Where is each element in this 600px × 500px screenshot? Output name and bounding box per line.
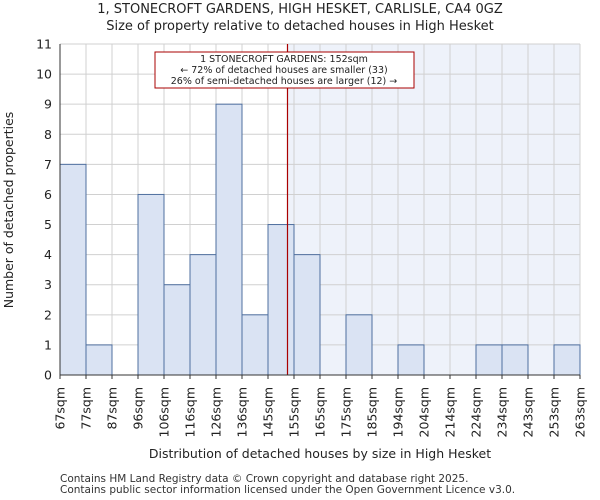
y-axis-label: Number of detached properties: [1, 112, 16, 309]
x-tick-label: 145sqm: [261, 387, 276, 437]
y-tick-label: 0: [44, 368, 52, 383]
x-axis-label: Distribution of detached houses by size …: [149, 446, 491, 461]
x-tick-label: 214sqm: [443, 387, 458, 437]
y-tick-label: 8: [44, 127, 52, 142]
bar: [475, 344, 503, 376]
x-tick-label: 116sqm: [183, 387, 198, 437]
x-tick-label: 165sqm: [313, 387, 328, 437]
y-tick-label: 10: [36, 67, 52, 82]
annotation-line-1: 1 STONECROFT GARDENS: 152sqm: [200, 54, 368, 65]
y-tick-label: 6: [44, 187, 52, 202]
bar: [397, 344, 425, 376]
y-tick-label: 2: [44, 307, 52, 322]
highlight-region: [287, 44, 580, 375]
bar: [241, 314, 269, 376]
x-tick-label: 136sqm: [235, 387, 250, 437]
x-tick-label: 155sqm: [287, 387, 302, 437]
x-tick-label: 77sqm: [79, 387, 94, 430]
x-tick-label: 243sqm: [521, 387, 536, 437]
chart-title: 1, STONECROFT GARDENS, HIGH HESKET, CARL…: [97, 2, 503, 17]
bar-chart: 0 1 2 3 4 5 6 7 8 9 10 11 67sqm 77sqm 87sqm 96sqm 106sq…: [1, 37, 588, 462]
x-tick-label: 185sqm: [365, 387, 380, 437]
x-tick-label: 96sqm: [131, 387, 146, 430]
y-tick-label: 7: [44, 157, 52, 172]
x-tick-label: 263sqm: [573, 387, 588, 437]
chart-subtitle: Size of property relative to detached ho…: [106, 19, 494, 34]
y-tick-label: 4: [44, 247, 52, 262]
y-tick-label: 9: [44, 97, 52, 112]
x-tick-label: 234sqm: [495, 387, 510, 437]
bar: [189, 254, 217, 376]
annotation-border: [154, 51, 415, 89]
bar: [215, 103, 243, 376]
y-tick-label: 1: [44, 337, 52, 352]
y-tick-label: 3: [44, 277, 52, 292]
annotation-line-3: 26% of semi-detached houses are larger (…: [171, 76, 398, 87]
footer-licence: Contains public sector information licen…: [60, 484, 516, 496]
x-tick-label: 204sqm: [417, 387, 432, 437]
y-tick-label: 5: [44, 217, 52, 232]
bar: [59, 163, 87, 376]
y-tick-label: 11: [36, 37, 52, 52]
x-tick-label: 194sqm: [391, 387, 406, 437]
x-tick-label: 126sqm: [209, 387, 224, 437]
bar: [293, 254, 321, 376]
x-tick-label: 87sqm: [105, 387, 120, 430]
bar: [267, 224, 295, 376]
x-tick-label: 67sqm: [53, 387, 68, 430]
annotation-line-2: ← 72% of detached houses are smaller (33…: [180, 65, 387, 76]
x-tick-label: 106sqm: [157, 387, 172, 437]
footer-copyright: Contains HM Land Registry data © Crown c…: [60, 473, 469, 485]
x-tick-label: 253sqm: [547, 387, 562, 437]
bar: [163, 284, 191, 376]
x-tick-label: 175sqm: [339, 387, 354, 437]
bar: [345, 314, 373, 376]
bar: [501, 344, 529, 376]
bar: [553, 344, 581, 376]
bar: [85, 344, 113, 376]
bar: [137, 193, 165, 376]
annotation-box: 1 STONECROFT GARDENS: 152sqm ← 72% of de…: [154, 51, 415, 89]
x-tick-label: 224sqm: [469, 387, 484, 437]
